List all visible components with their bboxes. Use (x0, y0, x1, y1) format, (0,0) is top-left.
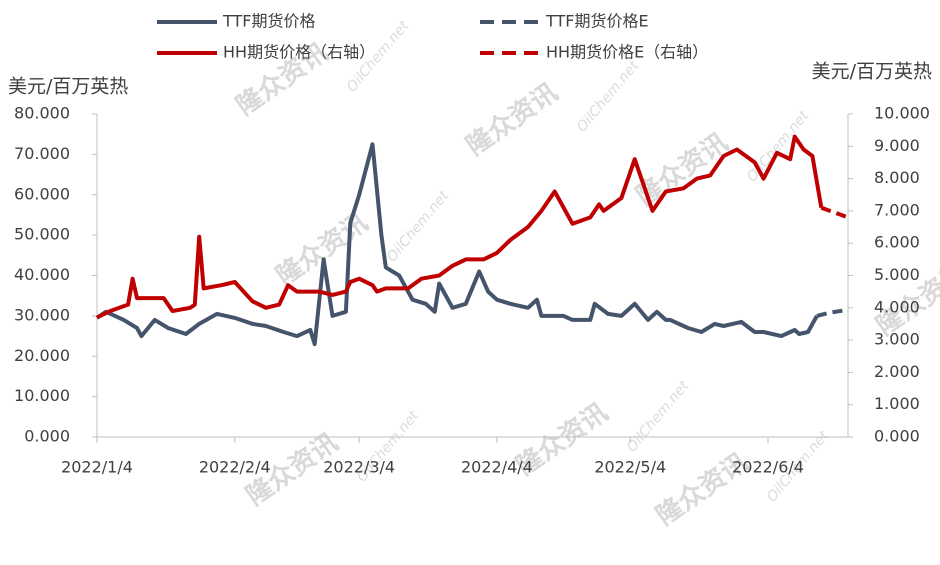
y2-tick-label: 1.000 (874, 394, 920, 413)
y-tick-label: 60.000 (14, 184, 70, 203)
y2-tick-label: 0.000 (874, 427, 920, 446)
series-line (96, 134, 824, 320)
x-tick-label: 2022/6/4 (732, 458, 804, 477)
y-axis-title: 美元/百万英热 (8, 76, 128, 98)
y2-tick-label: 4.000 (874, 297, 920, 316)
y-tick-label: 80.000 (14, 104, 70, 123)
y2-axis-title: 美元/百万英热 (812, 61, 932, 83)
series-line (820, 205, 849, 220)
legend-label: HH期货价格（右轴） (223, 43, 375, 62)
watermark-site: OilChem.net (624, 378, 693, 455)
y-tick-label: 30.000 (14, 305, 70, 324)
series-line (95, 142, 819, 347)
y2-tick-label: 3.000 (874, 330, 920, 349)
legend-label: TTF期货价格 (222, 12, 315, 31)
y-tick-label: 70.000 (14, 144, 70, 163)
legend-label: HH期货价格E（右轴） (546, 43, 708, 62)
y2-tick-label: 9.000 (874, 136, 920, 155)
x-tick-label: 2022/5/4 (594, 458, 666, 477)
watermark-site: OilChem.net (574, 58, 643, 135)
y2-tick-label: 7.000 (874, 200, 920, 219)
y-tick-label: 50.000 (14, 225, 70, 244)
watermark: 隆众资讯 (461, 78, 563, 162)
y2-tick-label: 6.000 (874, 233, 920, 252)
y2-tick-label: 8.000 (874, 168, 920, 187)
y-tick-label: 10.000 (14, 386, 70, 405)
x-tick-label: 2022/2/4 (199, 458, 271, 477)
x-tick-label: 2022/4/4 (461, 458, 533, 477)
y2-tick-label: 2.000 (874, 362, 920, 381)
y-tick-label: 40.000 (14, 265, 70, 284)
y2-tick-label: 5.000 (874, 265, 920, 284)
series-line (816, 307, 849, 318)
y2-tick-label: 10.000 (874, 104, 930, 123)
x-tick-label: 2022/3/4 (323, 458, 395, 477)
y-tick-label: 0.000 (24, 427, 70, 446)
x-tick-label: 2022/1/4 (61, 458, 133, 477)
legend-label: TTF期货价格E (545, 12, 649, 31)
watermark-site: OilChem.net (384, 188, 453, 265)
y-tick-label: 20.000 (14, 346, 70, 365)
